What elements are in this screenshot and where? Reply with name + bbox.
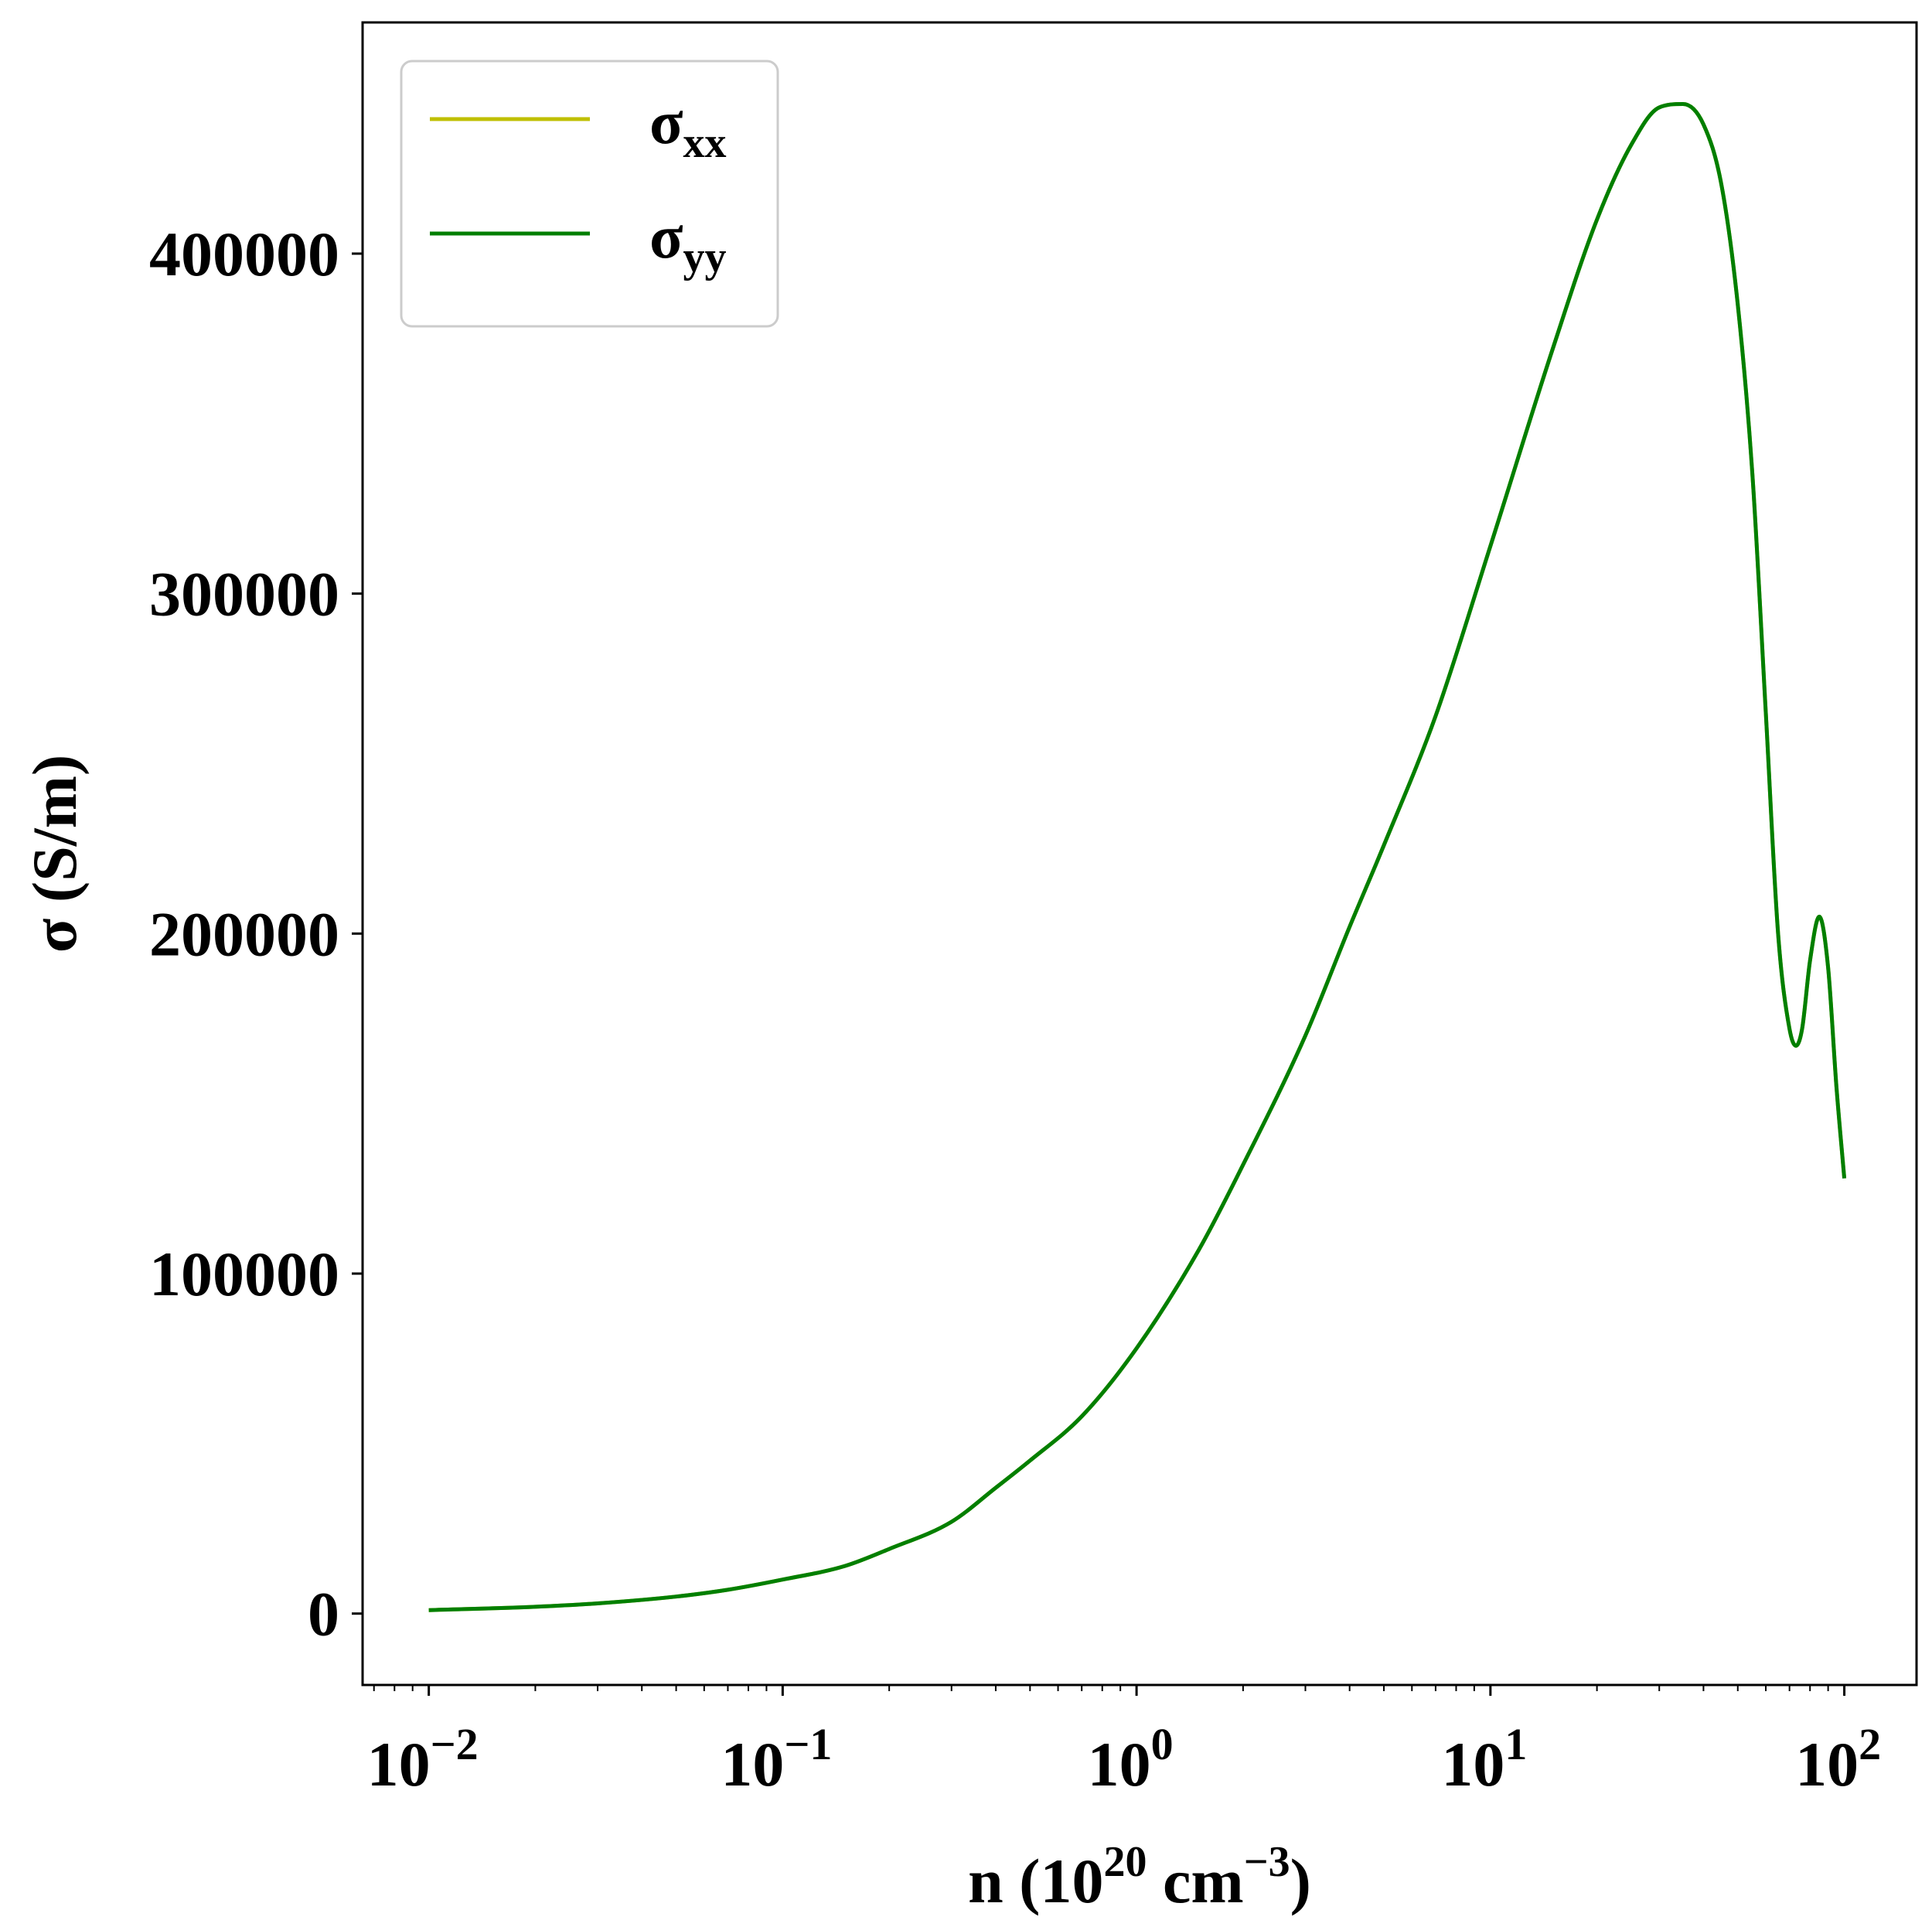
- series-layer: [428, 102, 1847, 1612]
- x-tick-label-exp-4: 2: [1859, 1719, 1881, 1769]
- legend-label-sigma-xx-sub: xx: [683, 119, 727, 167]
- legend-label-sigma-yy-symbol: σ: [649, 203, 683, 271]
- x-axis-label: n (1020 cm−3): [968, 1838, 1311, 1916]
- legend-label-sigma-yy: σyy: [649, 203, 727, 281]
- x-axis-label-exp1: 20: [1103, 1838, 1147, 1886]
- x-axis-label-end: ): [1290, 1846, 1311, 1916]
- x-tick-label-exp-1: −1: [784, 1719, 832, 1769]
- x-tick-label-base-4: 10: [1795, 1729, 1859, 1799]
- y-tick-label-4: 400000: [149, 219, 339, 289]
- x-tick-label-3: 101: [1441, 1719, 1527, 1799]
- legend-label-sigma-xx-symbol: σ: [649, 89, 683, 157]
- x-axis-ticks: 10−2 10−1 100 101 102: [367, 1685, 1881, 1799]
- x-tick-label-0: 10−2: [367, 1719, 479, 1799]
- x-tick-label-1: 10−1: [721, 1719, 832, 1799]
- x-tick-label-base-1: 10: [721, 1729, 784, 1799]
- x-tick-label-base-3: 10: [1441, 1729, 1504, 1799]
- series-line-yy: [428, 102, 1847, 1612]
- y-tick-label-1: 100000: [149, 1239, 339, 1309]
- x-axis-label-exp2: −3: [1244, 1838, 1290, 1886]
- y-tick-label-0: 0: [308, 1579, 339, 1649]
- x-tick-label-4: 102: [1795, 1719, 1881, 1799]
- x-tick-label-exp-0: −2: [431, 1719, 479, 1769]
- y-tick-label-2: 200000: [149, 899, 339, 969]
- x-tick-label-exp-2: 0: [1151, 1719, 1174, 1769]
- legend-box: [400, 60, 779, 328]
- y-axis-ticks: 0 100000 200000 300000 400000: [149, 219, 363, 1649]
- x-tick-label-base-2: 10: [1088, 1729, 1151, 1799]
- legend-label-sigma-xx: σxx: [649, 89, 727, 167]
- x-axis-label-mid: cm: [1147, 1846, 1243, 1916]
- x-tick-label-exp-3: 1: [1504, 1719, 1527, 1769]
- legend: σxx σyy: [400, 60, 779, 328]
- plot-area-frame: [361, 21, 1918, 1687]
- x-tick-label-base-0: 10: [367, 1729, 431, 1799]
- legend-label-sigma-yy-sub: yy: [683, 234, 727, 281]
- x-axis-label-main: n (10: [968, 1846, 1103, 1916]
- y-tick-label-3: 300000: [149, 559, 339, 629]
- y-axis-label: σ (S/m): [19, 755, 90, 953]
- x-tick-label-2: 100: [1088, 1719, 1174, 1799]
